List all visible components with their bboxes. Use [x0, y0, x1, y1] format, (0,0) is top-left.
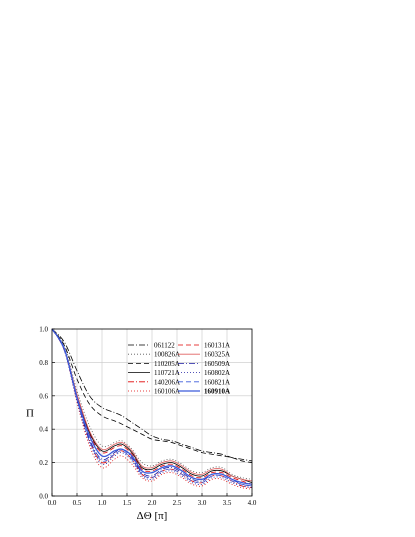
legend-label: 100826A [154, 351, 180, 359]
series-lines [51, 328, 253, 490]
legend-label: 061122 [154, 342, 175, 350]
series-line-061122 [51, 328, 253, 462]
series-line-160802A [51, 328, 253, 489]
y-tick-label: 1.0 [39, 326, 48, 334]
x-axis-label: ΔΘ [π] [137, 510, 168, 522]
legend-label: 160910A [204, 388, 230, 396]
x-tick-label: 3.5 [223, 499, 232, 507]
x-tick-label: 3.0 [198, 499, 207, 507]
legend-label: 160325A [204, 351, 230, 359]
series-line-160910A [51, 328, 253, 485]
legend-label: 110205A [154, 360, 180, 368]
y-axis-label: Π [26, 408, 34, 420]
series-line-110721A [51, 328, 253, 484]
legend-label: 160509A [204, 360, 230, 368]
y-tick-label: 0.0 [39, 493, 48, 501]
x-tick-label: 1.5 [123, 499, 132, 507]
grid-lines [52, 329, 252, 496]
x-tick-label: 0.0 [48, 499, 57, 507]
x-tick-label: 2.0 [148, 499, 157, 507]
legend-label: 140206A [154, 378, 180, 386]
series-line-160325A [51, 328, 253, 482]
series-line-160106A [51, 328, 253, 490]
x-tick-label: 2.5 [173, 499, 182, 507]
series-line-160131A [51, 328, 253, 485]
y-tick-label: 0.8 [39, 359, 48, 367]
y-tick-label: 0.6 [39, 392, 48, 400]
legend-label: 160802A [204, 369, 230, 377]
legend-label: 110721A [154, 369, 180, 377]
y-tick-label: 0.4 [39, 426, 48, 434]
legend-label: 160821A [204, 378, 230, 386]
x-tick-label: 4.0 [248, 499, 257, 507]
axis-ticks: 0.0 0.5 1.0 1.5 2.0 2.5 3.0 3.5 4.0 0.0 0.2 0.4 0.6 0… [39, 326, 257, 508]
y-tick-label: 0.2 [39, 459, 48, 467]
series-line-160821A [51, 328, 253, 487]
legend-label: 160131A [204, 342, 230, 350]
x-tick-label: 1.0 [98, 499, 107, 507]
x-tick-label: 0.5 [73, 499, 82, 507]
legend-label: 160106A [154, 388, 180, 396]
series-line-110205A [51, 328, 253, 463]
